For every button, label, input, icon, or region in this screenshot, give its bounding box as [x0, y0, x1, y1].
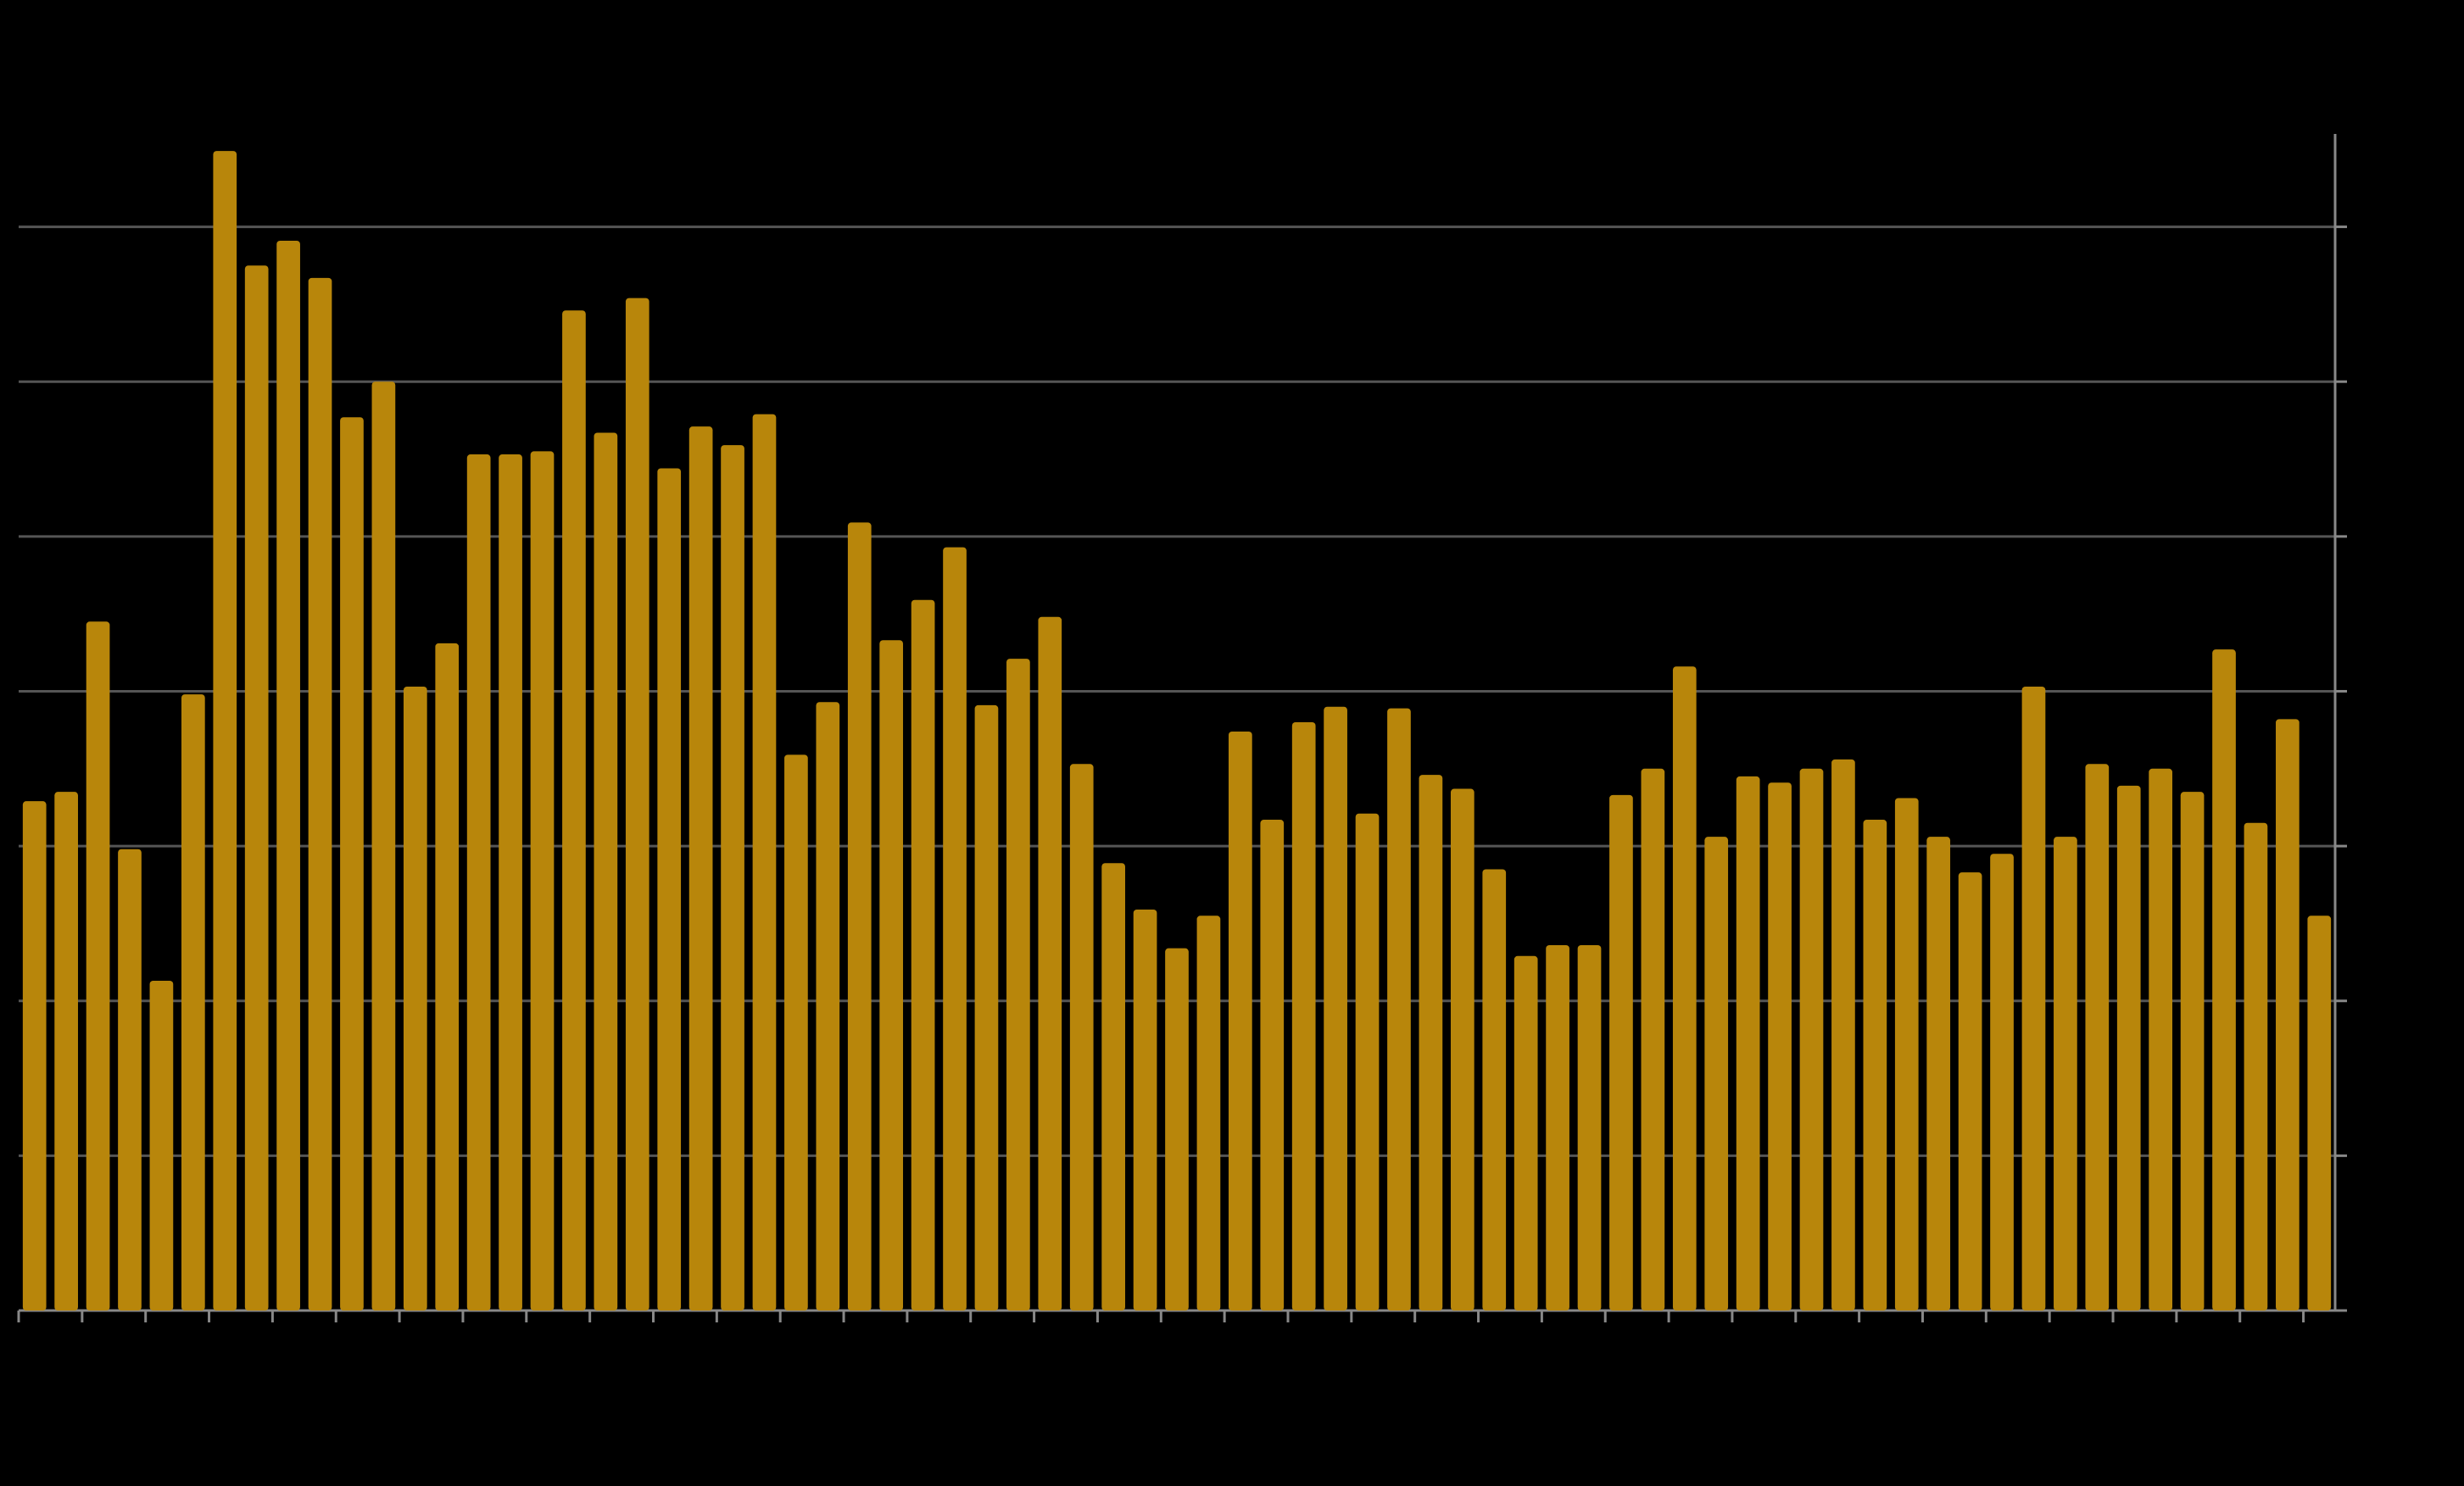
bar [54, 792, 78, 1311]
bar [625, 298, 649, 1311]
bar [1546, 944, 1569, 1311]
bar [2054, 837, 2077, 1311]
bar [1133, 909, 1157, 1311]
bar [1387, 708, 1411, 1311]
bar [435, 643, 460, 1311]
bar [1101, 863, 1125, 1311]
bar [340, 417, 364, 1311]
bar [499, 454, 522, 1311]
bar [2244, 822, 2268, 1311]
bar [1799, 768, 1824, 1311]
bar [2276, 719, 2300, 1311]
bar [1196, 916, 1221, 1311]
bar [1482, 869, 1507, 1311]
bar [1641, 768, 1665, 1311]
bar [1291, 722, 1316, 1311]
bar [594, 432, 618, 1311]
bar [911, 599, 935, 1311]
bar [1324, 706, 1347, 1311]
bar [721, 445, 744, 1311]
bar [1355, 813, 1380, 1311]
bar [1260, 820, 1285, 1311]
bar [2116, 785, 2141, 1311]
bar [244, 265, 269, 1311]
bar [1831, 759, 1855, 1311]
bar [149, 980, 174, 1311]
bar [22, 801, 47, 1311]
bar [181, 694, 205, 1311]
bar [530, 451, 555, 1311]
bar [2307, 916, 2332, 1311]
bar [1069, 764, 1094, 1311]
bar [213, 151, 237, 1311]
bar [118, 849, 142, 1311]
bar [308, 277, 332, 1311]
bar [1419, 775, 1443, 1311]
bar [752, 414, 777, 1311]
bar [1736, 776, 1760, 1311]
bar [847, 522, 872, 1311]
bar [2021, 686, 2046, 1311]
bar [974, 704, 999, 1311]
bar [943, 547, 967, 1311]
bar [1229, 731, 1252, 1311]
bar [1958, 872, 1982, 1311]
bar [1704, 837, 1729, 1311]
bar [1926, 837, 1951, 1311]
bar [1609, 794, 1633, 1311]
bar [1863, 820, 1887, 1311]
bar [2085, 764, 2110, 1311]
bar [1450, 788, 1474, 1311]
bar [2212, 649, 2236, 1311]
bar [1514, 955, 1538, 1311]
bar [879, 640, 904, 1311]
bar [688, 426, 713, 1311]
bar [1768, 782, 1792, 1311]
bar [371, 381, 396, 1311]
bar [1165, 948, 1189, 1311]
bar [1038, 616, 1062, 1311]
bar [784, 754, 808, 1311]
bar [276, 241, 300, 1311]
bar [816, 702, 840, 1311]
bar [562, 310, 586, 1311]
bar [657, 468, 682, 1311]
bar [1006, 659, 1030, 1311]
bar [1672, 666, 1697, 1311]
bar [466, 454, 491, 1311]
bar [2149, 768, 2173, 1311]
bar [1990, 854, 2014, 1311]
bar [403, 686, 427, 1311]
bar [1894, 798, 1919, 1311]
bar [2180, 792, 2205, 1311]
bar [86, 621, 110, 1311]
bar [1577, 944, 1602, 1311]
